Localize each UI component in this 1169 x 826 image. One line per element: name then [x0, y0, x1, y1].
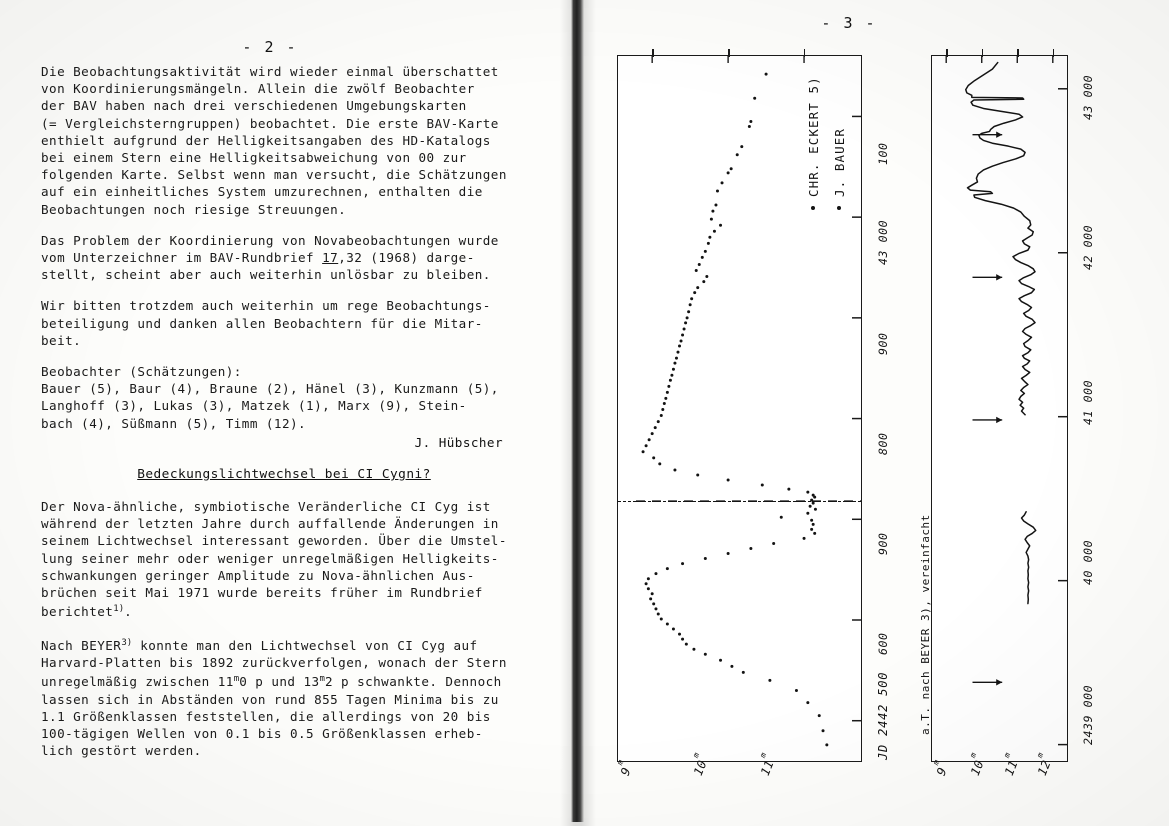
paragraph-2-pre: Das Problem der Koordinierung von Novabe… [41, 232, 499, 266]
left-page-number: - 2 - [242, 38, 298, 56]
paragraph-5-c: 0 p und 13 [239, 674, 320, 690]
paragraph-5: Nach BEYER3) konnte man den Lichtwechsel… [41, 635, 561, 760]
chart-b-xtick-10: 10m [967, 751, 987, 778]
chart-b-ytick-41000: 41 000 [1081, 379, 1095, 425]
page-gutter [571, 0, 584, 822]
observer-list: Beobachter (Schätzungen): Bauer (5), Bau… [41, 363, 561, 432]
paragraph-4: Der Nova-ähnliche, symbiotische Veränder… [41, 498, 561, 621]
chart-lightcurve-recent [617, 49, 862, 762]
chart-a-legend-label-1: J. BAUER [832, 127, 847, 197]
footnote-ref-1: 1) [113, 604, 125, 615]
chart-a-legend-entry-1: J. BAUER [832, 128, 847, 210]
chart-b-xtick-12: 12m [1034, 751, 1054, 778]
paragraph-4-pre: Der Nova-ähnliche, symbiotische Veränder… [41, 499, 507, 620]
chart-b-xtick-9: 9m [931, 758, 950, 778]
footnote-ref-3: 3) [121, 637, 133, 648]
author-signature: J. Hübscher [414, 434, 503, 450]
magnitude-marker-2: m [319, 674, 325, 685]
chart-b-ytick-43000: 43 000 [1081, 74, 1095, 120]
chart-a-xtick-11: 11m [757, 751, 777, 778]
section-heading: Bedeckungslichtwechsel bei CI Cygni? [137, 467, 431, 483]
magnitude-marker-1: m [233, 674, 240, 685]
observer-list-text: Beobachter (Schätzungen): Bauer (5), Bau… [41, 364, 499, 431]
svg-b-top-tick-12 [1052, 49, 1055, 57]
paragraph-3-text: Wir bitten trotzdem auch weiterhin um re… [41, 298, 491, 348]
chart-a-ytick-43000: 43 000 [876, 219, 890, 265]
chart-a-ytick-100: 100 [876, 142, 890, 165]
left-page: - 2 - Die Beobachtungsaktivität wird wie… [0, 0, 571, 826]
chart-a-ytick-800: 800 [876, 432, 890, 455]
chart-a-legend-label-0: CHR. ECKERT 5) [806, 76, 821, 197]
chart-b-ytick-42000: 42 000 [1081, 224, 1095, 270]
legend-dot-icon [836, 206, 841, 210]
svg-b-top-tick-9 [946, 49, 948, 57]
chart-a-plot-area [636, 56, 861, 747]
chart-a-ytick-600: 600 [876, 632, 890, 655]
paragraph-5-b: konnte man den Lichtwechsel von CI Cyg a… [41, 637, 507, 690]
chart-b-plot-area [945, 56, 1067, 746]
chart-a-xtick-9: 9m [615, 758, 634, 778]
svg-a-top-tick-9 [652, 49, 654, 57]
paragraph-3: Wir bitten trotzdem auch weiterhin um re… [41, 297, 561, 349]
chart-lightcurve-historical [931, 49, 1068, 762]
paragraph-1-text: Die Beobachtungsaktivität wird wieder ei… [41, 64, 507, 217]
svg-b-top-tick-11 [1017, 49, 1019, 57]
right-page-number: - 3 - [821, 14, 877, 32]
chart-b-source-note: a.T. nach BEYER 3), vereinfacht [919, 514, 932, 735]
paragraph-2: Das Problem der Koordinierung von Novabe… [41, 232, 561, 284]
left-page-body: Die Beobachtungsaktivität wird wieder ei… [41, 63, 561, 773]
right-page: - 3 - 9m 10m 11m JD 2442 500 600 900 800… [584, 0, 1169, 826]
svg-a-top-tick-10 [728, 49, 730, 57]
svg-b-top-tick-10 [981, 49, 984, 57]
chart-a-xtick-10: 10m [690, 751, 710, 778]
chart-b-ytick-2439000: 2439 000 [1081, 684, 1095, 745]
paragraph-4-post: . [124, 604, 133, 620]
paragraph-2-post: ,32 (1968) darge- stellt, scheint aber a… [41, 250, 491, 283]
chart-a-ytick-2442500: JD 2442 500 [876, 671, 890, 760]
chart-b-xtick-11: 11m [1001, 751, 1021, 778]
chart-a-reference-dashed-line [618, 501, 861, 503]
chart-a-ytick-900: 900 [876, 332, 890, 355]
paragraph-5-d: 2 p schwankte. Dennoch lassen sich in Ab… [41, 674, 502, 759]
rundbrief-volume: 17 [322, 250, 339, 266]
svg-a-top-tick-11 [804, 49, 806, 57]
paragraph-1: Die Beobachtungsaktivität wird wieder ei… [41, 63, 561, 218]
chart-b-ytick-40000: 40 000 [1081, 539, 1095, 585]
chart-a-legend-entry-0: CHR. ECKERT 5) [806, 76, 821, 210]
chart-a-ytick-700: 900 [876, 532, 890, 555]
legend-dot-icon [810, 206, 815, 210]
paragraph-5-a: Nach BEYER [41, 637, 122, 653]
